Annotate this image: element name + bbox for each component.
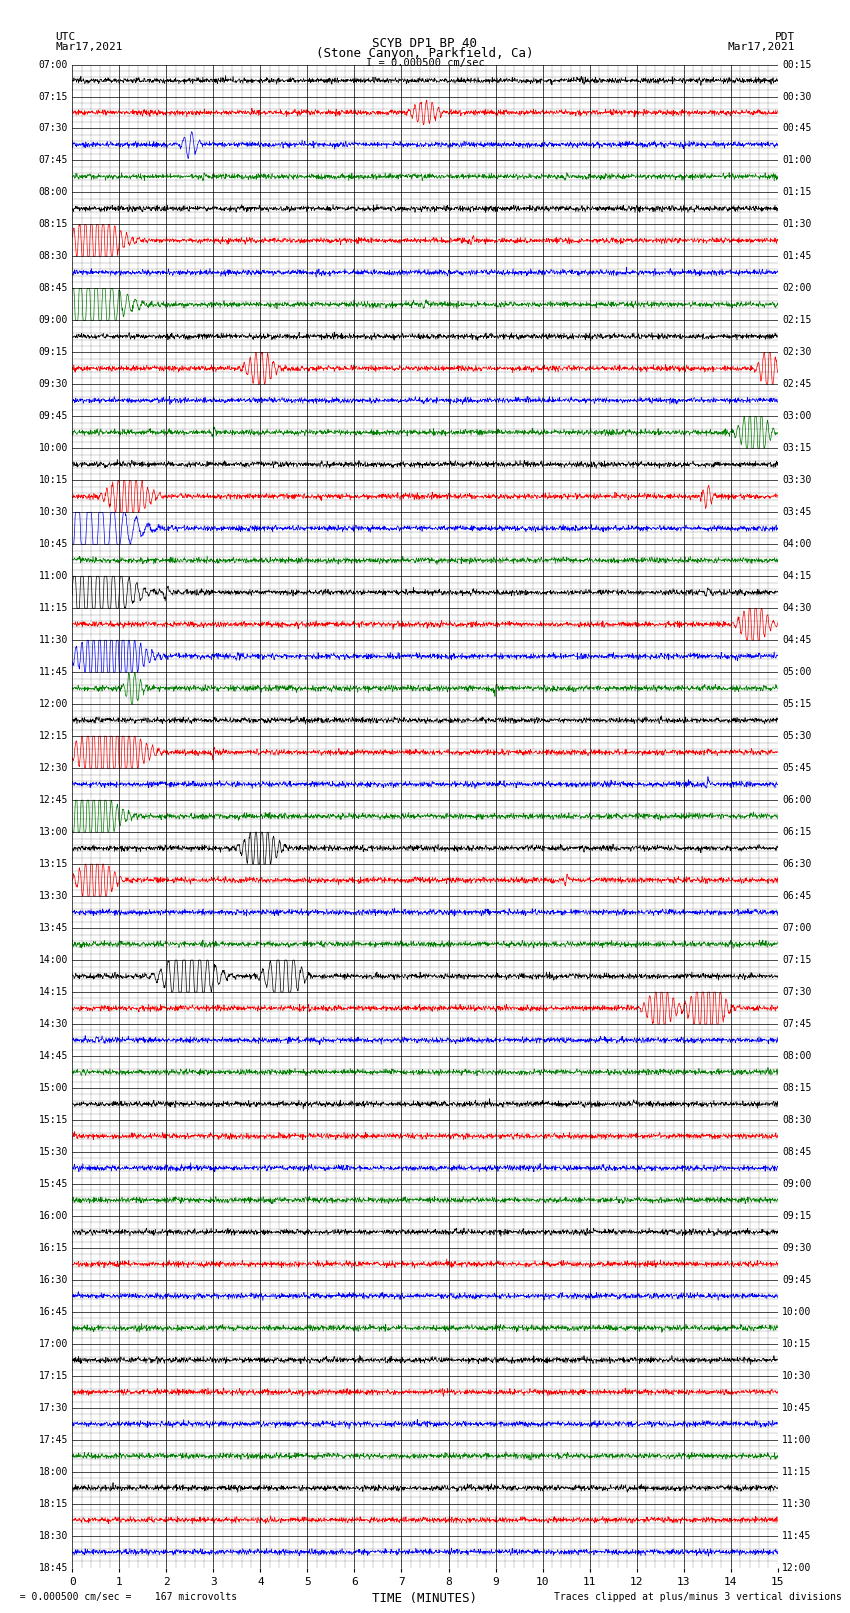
Text: Mar17,2021: Mar17,2021: [728, 42, 795, 52]
Text: UTC: UTC: [55, 32, 76, 42]
Text: I = 0.000500 cm/sec: I = 0.000500 cm/sec: [366, 58, 484, 68]
Text: Mar17,2021: Mar17,2021: [55, 42, 122, 52]
Text: SCYB DP1 BP 40: SCYB DP1 BP 40: [372, 37, 478, 50]
Text: = 0.000500 cm/sec =    167 microvolts: = 0.000500 cm/sec = 167 microvolts: [8, 1592, 238, 1602]
Text: Traces clipped at plus/minus 3 vertical divisions: Traces clipped at plus/minus 3 vertical …: [553, 1592, 842, 1602]
Text: PDT: PDT: [774, 32, 795, 42]
Text: (Stone Canyon, Parkfield, Ca): (Stone Canyon, Parkfield, Ca): [316, 47, 534, 60]
X-axis label: TIME (MINUTES): TIME (MINUTES): [372, 1592, 478, 1605]
